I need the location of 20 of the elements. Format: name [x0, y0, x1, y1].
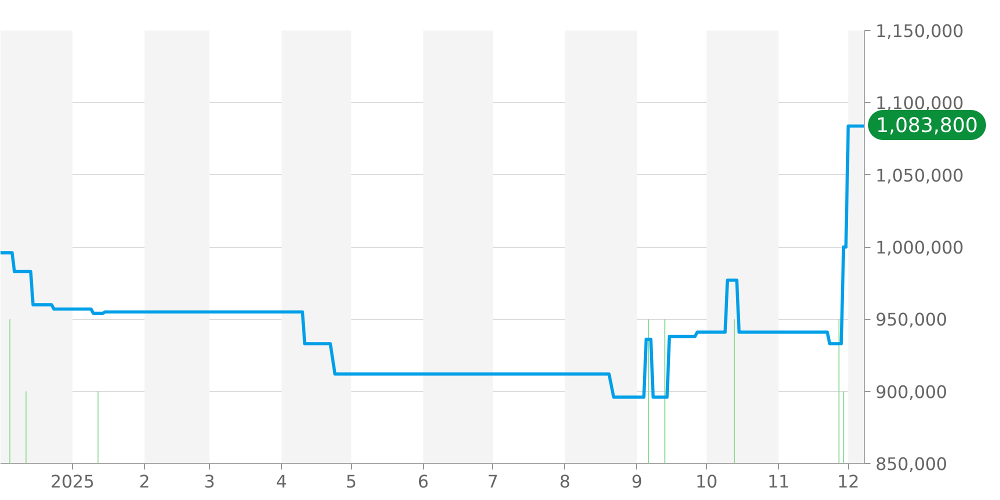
- y-tick-label: 850,000: [876, 455, 948, 475]
- y-tick-label: 950,000: [876, 310, 948, 331]
- y-tick-label: 1,150,000: [876, 22, 964, 42]
- x-tick-label: 8: [559, 472, 570, 492]
- x-tick-label: 2: [138, 472, 150, 492]
- x-tick-label: 10: [696, 472, 718, 492]
- x-tick-label: 5: [346, 472, 357, 492]
- x-tick-label: 6: [418, 472, 429, 492]
- y-tick-label: 900,000: [876, 382, 948, 403]
- annotation-badge: 1,083,800: [868, 110, 986, 140]
- x-tick-label: 7: [487, 472, 498, 492]
- x-tick-label: 12: [837, 472, 860, 492]
- y-tick-label: 1,000,000: [876, 238, 964, 258]
- x-tick-label: 9: [631, 472, 642, 492]
- x-tick-label: 4: [276, 472, 288, 492]
- line-series: [0, 124, 864, 399]
- y-tick-label: 1,050,000: [876, 166, 964, 186]
- x-tick-label: 2025: [50, 472, 95, 492]
- x-tick-label: 11: [768, 472, 790, 492]
- x-tick-label: 3: [204, 472, 216, 492]
